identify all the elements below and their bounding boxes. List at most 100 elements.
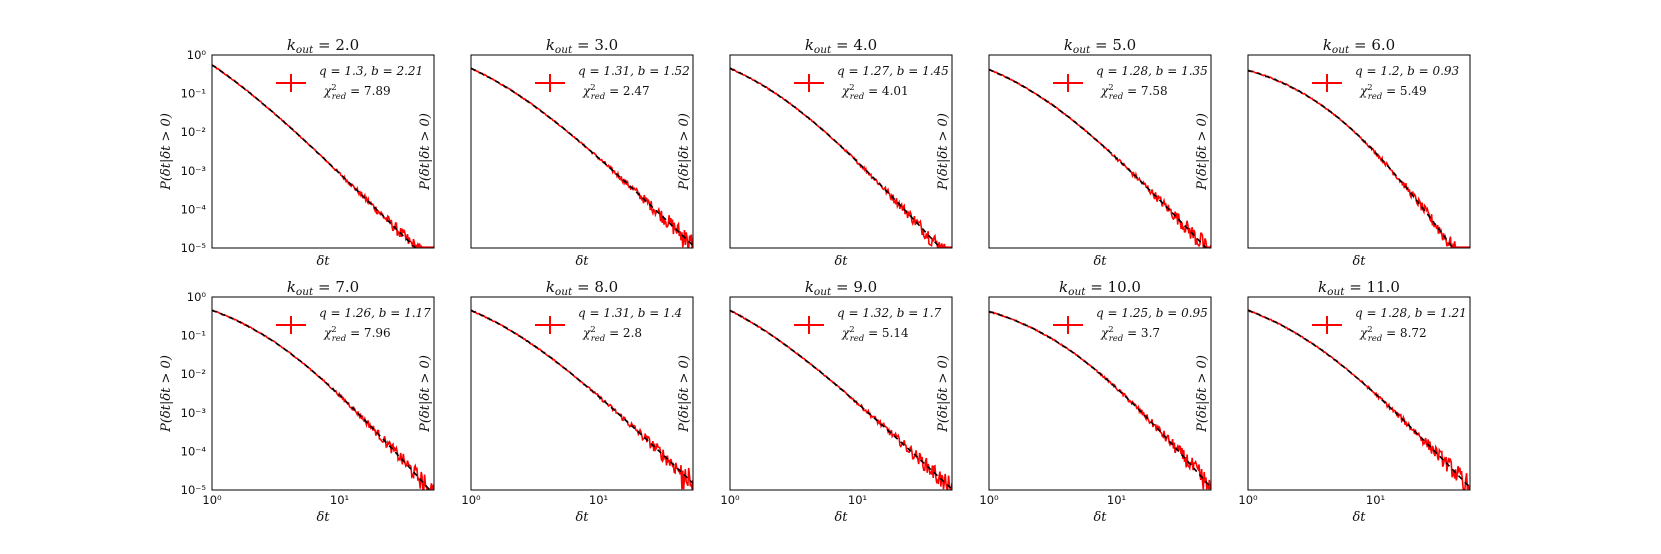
axes-frame-3: [729, 54, 953, 249]
legend-chi-7: χ2 red = 2.8: [582, 325, 642, 344]
legend-chi-6: χ2 red = 7.96: [323, 325, 391, 344]
legend-chi-5: χ2 red = 5.49: [1359, 83, 1427, 102]
axes-frame-5: [1247, 54, 1471, 249]
axes-frame-1: [211, 54, 435, 249]
axes-frame-9: [988, 296, 1212, 491]
data-series-3: [730, 67, 952, 248]
x-tick-label-9-1: 10¹: [1107, 493, 1126, 507]
y-axis-label-7: P(δt|δt > 0): [418, 355, 433, 433]
x-axis-label-1: δt: [316, 254, 330, 269]
y-axis-label-5: P(δt|δt > 0): [1195, 113, 1210, 191]
x-tick-label-7-0: 10⁰: [461, 493, 481, 507]
data-series-5: [1248, 69, 1470, 248]
panel-title-1: kout = 2.0: [287, 36, 359, 56]
panel-title-6: kout = 7.0: [287, 278, 359, 298]
panel-5: [1247, 54, 1471, 249]
x-tick-label-6-0: 10⁰: [202, 493, 222, 507]
panel-6: [211, 296, 435, 491]
legend-chi-8: χ2 red = 5.14: [841, 325, 909, 344]
x-axis-label-10: δt: [1352, 510, 1366, 525]
legend-params-10: q = 1.28, b = 1.21: [1355, 306, 1467, 320]
x-axis-label-2: δt: [575, 254, 589, 269]
x-tick-label-8-1: 10¹: [848, 493, 867, 507]
data-series-10: [1248, 309, 1470, 490]
fit-curve-4: [989, 68, 1208, 248]
x-tick-label-10-0: 10⁰: [1238, 493, 1258, 507]
legend-params-3: q = 1.27, b = 1.45: [837, 64, 949, 78]
axes-frame-6: [211, 296, 435, 491]
legend-chi-9: χ2 red = 3.7: [1100, 325, 1160, 344]
panel-title-9: kout = 10.0: [1059, 278, 1141, 298]
x-axis-label-6: δt: [316, 510, 330, 525]
panel-2: [470, 54, 694, 249]
y-axis-label-2: P(δt|δt > 0): [418, 113, 433, 191]
panel-title-5: kout = 6.0: [1323, 36, 1395, 56]
legend-params-8: q = 1.32, b = 1.7: [837, 306, 942, 320]
panel-3: [729, 54, 953, 249]
fit-curve-5: [1248, 69, 1454, 248]
panel-10: [1247, 296, 1471, 491]
panel-title-3: kout = 4.0: [805, 36, 877, 56]
legend-params-7: q = 1.31, b = 1.4: [578, 306, 682, 320]
fit-curve-10: [1248, 309, 1470, 489]
x-tick-label-10-1: 10¹: [1366, 493, 1385, 507]
legend-chi-2: χ2 red = 2.47: [582, 83, 650, 102]
y-tick-label-1-1: 10⁻¹: [181, 87, 206, 101]
data-series-4: [989, 68, 1211, 248]
legend-chi-4: χ2 red = 7.58: [1100, 83, 1168, 102]
panel-title-7: kout = 8.0: [546, 278, 618, 298]
y-axis-label-3: P(δt|δt > 0): [677, 113, 692, 191]
legend-params-2: q = 1.31, b = 1.52: [578, 64, 690, 78]
y-tick-label-1-2: 10⁻²: [181, 125, 206, 139]
x-tick-label-7-1: 10¹: [589, 493, 608, 507]
data-series-6: [212, 309, 434, 490]
y-axis-label-6: P(δt|δt > 0): [159, 355, 174, 433]
axes-frame-8: [729, 296, 953, 491]
fit-curve-3: [730, 67, 942, 248]
panel-title-4: kout = 5.0: [1064, 36, 1136, 56]
legend-chi-3: χ2 red = 4.01: [841, 83, 909, 102]
x-axis-label-9: δt: [1093, 510, 1107, 525]
axes-frame-2: [470, 54, 694, 249]
y-tick-label-1-5: 10⁻⁵: [181, 241, 207, 255]
y-tick-label-1-4: 10⁻⁴: [181, 202, 207, 216]
panel-9: [988, 296, 1212, 491]
data-series-8: [730, 309, 952, 490]
legend-params-4: q = 1.28, b = 1.35: [1096, 64, 1208, 78]
y-axis-label-10: P(δt|δt > 0): [1195, 355, 1210, 433]
y-tick-label-6-2: 10⁻²: [181, 367, 206, 381]
y-tick-label-6-5: 10⁻⁵: [181, 483, 207, 497]
x-axis-label-7: δt: [575, 510, 589, 525]
x-axis-label-4: δt: [1093, 254, 1107, 269]
x-axis-label-5: δt: [1352, 254, 1366, 269]
panel-title-8: kout = 9.0: [805, 278, 877, 298]
y-axis-label-1: P(δt|δt > 0): [159, 113, 174, 191]
panel-4: [988, 54, 1212, 249]
x-tick-label-6-1: 10¹: [330, 493, 349, 507]
fit-curve-9: [989, 310, 1211, 489]
y-tick-label-1-0: 10⁰: [187, 48, 207, 62]
fit-curve-2: [471, 67, 693, 247]
data-series-2: [471, 67, 693, 248]
panel-7: [470, 296, 694, 491]
y-tick-label-1-3: 10⁻³: [181, 164, 207, 178]
y-tick-label-6-3: 10⁻³: [181, 406, 207, 420]
y-tick-label-6-1: 10⁻¹: [181, 329, 206, 343]
panel-1: [211, 54, 435, 249]
legend-params-1: q = 1.3, b = 2.21: [319, 64, 423, 78]
legend-chi-10: χ2 red = 8.72: [1359, 325, 1427, 344]
axes-frame-4: [988, 54, 1212, 249]
y-tick-label-6-4: 10⁻⁴: [181, 444, 207, 458]
x-axis-label-8: δt: [834, 510, 848, 525]
fit-curve-7: [471, 309, 693, 484]
legend-chi-1: χ2 red = 7.89: [323, 83, 391, 102]
y-axis-label-4: P(δt|δt > 0): [936, 113, 951, 191]
x-axis-label-3: δt: [834, 254, 848, 269]
y-axis-label-8: P(δt|δt > 0): [677, 355, 692, 433]
legend-params-9: q = 1.25, b = 0.95: [1096, 306, 1208, 320]
x-tick-label-8-0: 10⁰: [720, 493, 740, 507]
data-series-7: [471, 309, 693, 490]
legend-params-5: q = 1.2, b = 0.93: [1355, 64, 1460, 78]
axes-frame-10: [1247, 296, 1471, 491]
